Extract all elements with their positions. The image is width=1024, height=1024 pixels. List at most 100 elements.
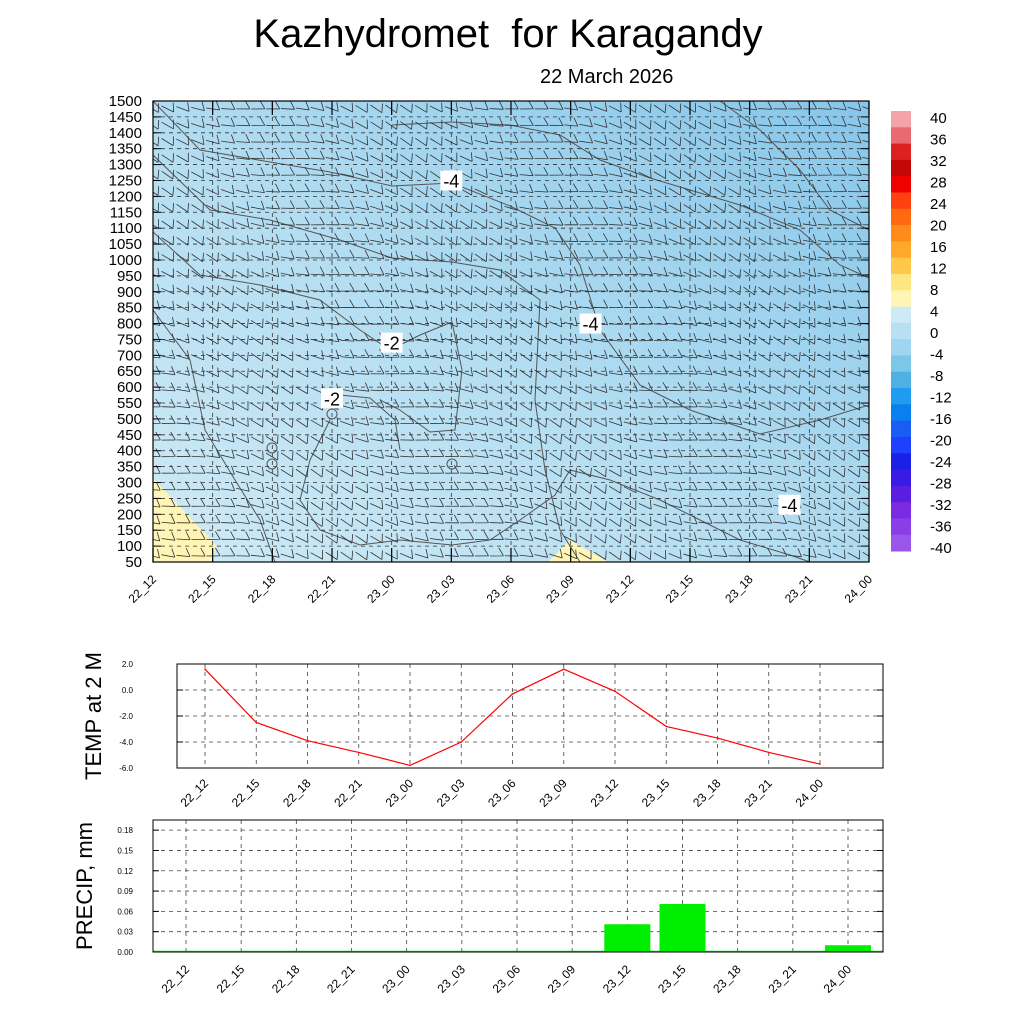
wind-barb <box>594 517 607 528</box>
wind-barb <box>161 498 176 507</box>
wind-barb <box>728 219 741 229</box>
wind-barb <box>310 299 325 309</box>
precip-ytick-label: 0.03 <box>117 928 133 937</box>
wind-barb <box>153 136 160 147</box>
wind-barb <box>549 166 564 176</box>
wind-barb <box>519 450 533 460</box>
wind-barb <box>400 482 414 492</box>
wind-barb <box>787 251 802 261</box>
contour-label-bg <box>440 170 463 191</box>
wind-barb <box>534 515 548 526</box>
wind-barb <box>728 118 742 128</box>
wind-barb <box>236 318 249 329</box>
wind-barb <box>847 451 861 461</box>
wind-barb <box>787 335 801 345</box>
wind-barb <box>817 384 831 395</box>
temp-xtick-label: 23_18 <box>690 776 724 810</box>
wind-barb <box>593 134 608 145</box>
wind-barb <box>788 167 803 177</box>
wind-barb <box>802 351 816 362</box>
wind-barb <box>310 550 324 560</box>
wind-barb <box>638 250 653 260</box>
wind-barb <box>668 153 682 163</box>
wind-barb <box>534 434 547 445</box>
wind-barb <box>713 399 728 409</box>
wind-barb <box>608 467 622 477</box>
wind-barb <box>176 119 190 129</box>
wind-barb <box>176 350 190 360</box>
temp-xtick-label: 23_03 <box>434 776 468 810</box>
wind-barb <box>773 318 786 329</box>
wind-barb <box>758 514 773 524</box>
wind-barb <box>698 382 713 392</box>
colorbar-swatch <box>891 143 911 161</box>
wind-barb <box>698 317 712 327</box>
wind-barb <box>459 318 473 328</box>
wind-barb <box>608 500 622 511</box>
wind-barb <box>803 183 817 193</box>
wind-barb <box>265 318 279 328</box>
wind-barb <box>370 217 384 227</box>
wind-barb <box>549 500 562 510</box>
wind-barb <box>728 285 741 296</box>
wind-barb <box>609 266 624 275</box>
wind-barb <box>295 467 309 478</box>
wind-barb <box>832 166 847 176</box>
wind-barb <box>802 401 816 412</box>
wind-barb <box>757 400 771 411</box>
wind-barb <box>474 465 489 475</box>
wind-barb <box>295 101 310 111</box>
wind-barb <box>310 249 325 259</box>
wind-barb <box>176 448 191 457</box>
wind-barb <box>549 434 562 445</box>
temp-ytick-label: -2.0 <box>119 712 133 721</box>
wind-barb <box>474 367 488 378</box>
wind-barb <box>310 134 325 144</box>
wind-barb <box>340 500 354 511</box>
wind-barb <box>862 266 869 275</box>
wind-barb <box>698 548 713 558</box>
wind-barb <box>504 351 518 362</box>
wind-barb <box>653 218 667 228</box>
colorbar-swatch <box>891 192 911 210</box>
wind-barb <box>250 384 264 395</box>
wind-barb <box>609 534 622 544</box>
temp-xtick-label: 23_21 <box>741 776 775 810</box>
wind-barb <box>847 350 861 360</box>
wind-barb <box>459 334 473 345</box>
temp-grid <box>177 664 883 768</box>
wind-barb <box>355 365 370 375</box>
wind-barb <box>414 219 428 229</box>
wind-barb <box>743 547 758 557</box>
wind-barb <box>564 317 578 327</box>
wind-barb <box>221 151 235 161</box>
wind-barb <box>474 498 489 507</box>
wind-barb <box>325 266 340 275</box>
colorbar-swatch <box>891 469 911 487</box>
wind-barb <box>832 549 846 560</box>
wind-barb <box>847 216 862 226</box>
wind-barb <box>817 516 831 527</box>
wind-barb <box>474 219 488 229</box>
wind-barb <box>459 547 474 557</box>
wind-barb <box>191 301 204 312</box>
wind-barb <box>221 514 236 524</box>
wind-barb <box>265 499 279 510</box>
wind-barb <box>429 317 444 327</box>
precip-ytick-label: 0.06 <box>117 907 133 916</box>
wind-barb <box>206 547 221 557</box>
wind-barb <box>653 415 668 425</box>
wind-barb <box>788 101 803 110</box>
main-ytick-label: 300 <box>117 475 142 492</box>
wind-barb <box>325 249 340 259</box>
wind-barb <box>683 284 697 294</box>
cross-section-panel: -4 -2 -4 -2 -4 50100150200250300350400450500… <box>109 93 876 606</box>
wind-barb <box>191 448 206 458</box>
wind-barb <box>459 236 473 246</box>
wind-barb <box>235 466 250 476</box>
colorbar-swatch <box>891 339 911 356</box>
wind-barb <box>773 515 787 525</box>
wind-barb <box>549 133 564 143</box>
contour-label: -4 <box>781 496 797 516</box>
wind-barb <box>310 350 324 360</box>
